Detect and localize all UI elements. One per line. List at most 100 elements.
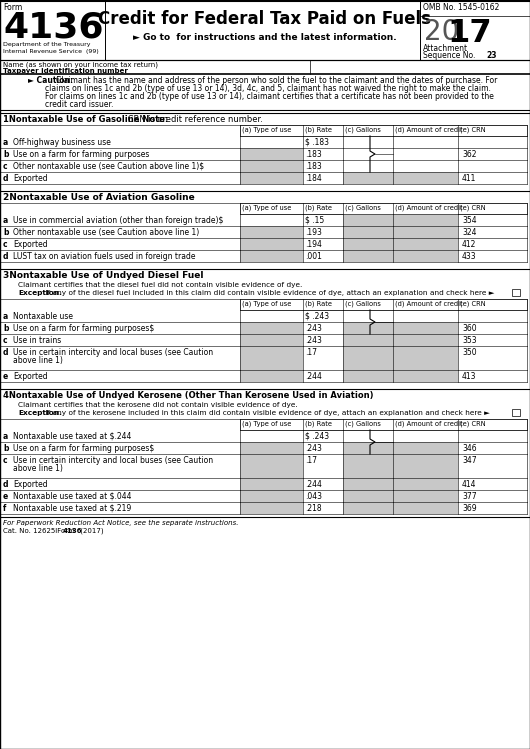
Text: Use in certain intercity and local buses (see Caution: Use in certain intercity and local buses… [13, 348, 213, 357]
Bar [343, 502, 393, 514]
Text: 433: 433 [462, 252, 476, 261]
Bar [343, 214, 393, 226]
Text: 23: 23 [486, 51, 497, 60]
Text: 411: 411 [462, 174, 476, 183]
Text: 413: 413 [462, 372, 476, 381]
Text: Exported: Exported [13, 174, 48, 183]
Bar [393, 502, 458, 514]
Text: .043: .043 [305, 492, 322, 501]
Text: above line 1): above line 1) [13, 464, 63, 473]
Text: Exception.: Exception. [18, 410, 62, 416]
Text: $ .15: $ .15 [305, 216, 324, 225]
Text: Exported: Exported [13, 480, 48, 489]
Text: 362: 362 [462, 150, 476, 159]
Text: d: d [3, 348, 8, 357]
Text: c: c [3, 456, 7, 465]
Text: (d) Amount of credit: (d) Amount of credit [395, 300, 463, 307]
Bar [393, 226, 458, 238]
Bar [343, 226, 393, 238]
Bar [393, 442, 458, 454]
Text: If any of the kerosene included in this claim did contain visible evidence of dy: If any of the kerosene included in this … [43, 410, 490, 416]
Bar [240, 160, 303, 172]
Text: e: e [3, 372, 8, 381]
Bar [240, 203, 527, 214]
Text: (c) Gallons: (c) Gallons [345, 127, 381, 133]
Bar [393, 478, 458, 490]
Text: .244: .244 [305, 372, 322, 381]
Text: 4136: 4136 [63, 528, 83, 534]
Text: .243: .243 [305, 444, 322, 453]
Text: Exception.: Exception. [18, 290, 62, 296]
Bar [343, 454, 393, 478]
Text: Use on a farm for farming purposes: Use on a farm for farming purposes [13, 150, 149, 159]
Text: .194: .194 [305, 240, 322, 249]
Text: Nontaxable use taxed at $.244: Nontaxable use taxed at $.244 [13, 432, 131, 441]
Text: Exported: Exported [13, 240, 48, 249]
Text: 350: 350 [462, 348, 476, 357]
Bar [240, 490, 303, 502]
Text: .244: .244 [305, 480, 322, 489]
Bar [393, 238, 458, 250]
Bar [343, 346, 393, 370]
Text: 353: 353 [462, 336, 476, 345]
Text: d: d [3, 252, 8, 261]
Bar [343, 490, 393, 502]
Text: Other nontaxable use (see Caution above line 1): Other nontaxable use (see Caution above … [13, 228, 199, 237]
Text: Internal Revenue Service  (99): Internal Revenue Service (99) [3, 49, 99, 54]
Text: ► Go to  for instructions and the latest information.: ► Go to for instructions and the latest … [133, 33, 397, 42]
Bar [343, 250, 393, 262]
Text: credit card issuer.: credit card issuer. [45, 100, 113, 109]
Text: .183: .183 [305, 162, 322, 171]
Bar [343, 334, 393, 346]
Bar [240, 502, 303, 514]
Text: (e) CRN: (e) CRN [460, 300, 485, 307]
Text: CRN is credit reference number.: CRN is credit reference number. [125, 115, 263, 124]
Bar [240, 322, 303, 334]
Text: .17: .17 [305, 456, 317, 465]
Text: LUST tax on aviation fuels used in foreign trade: LUST tax on aviation fuels used in forei… [13, 252, 196, 261]
Text: (a) Type of use: (a) Type of use [242, 420, 292, 427]
Text: Claimant certifies that the kerosene did not contain visible evidence of dye.: Claimant certifies that the kerosene did… [18, 402, 298, 408]
Bar [393, 250, 458, 262]
Text: a: a [3, 138, 8, 147]
Text: .243: .243 [305, 324, 322, 333]
Text: .193: .193 [305, 228, 322, 237]
Text: d: d [3, 480, 8, 489]
Bar [240, 172, 303, 184]
Text: claims on lines 1c and 2b (type of use 13 or 14), 3d, 4c, and 5, claimant has no: claims on lines 1c and 2b (type of use 1… [45, 84, 491, 93]
Text: (b) Rate: (b) Rate [305, 204, 332, 211]
Text: (c) Gallons: (c) Gallons [345, 204, 381, 211]
Text: c: c [3, 162, 7, 171]
Text: 360: 360 [462, 324, 476, 333]
Bar [393, 370, 458, 382]
Bar [240, 226, 303, 238]
Bar [343, 370, 393, 382]
Text: Claimant has the name and address of the person who sold the fuel to the claiman: Claimant has the name and address of the… [56, 76, 497, 85]
Text: Use in certain intercity and local buses (see Caution: Use in certain intercity and local buses… [13, 456, 213, 465]
Text: e: e [3, 492, 8, 501]
Text: 2Nontaxable Use of Aviation Gasoline: 2Nontaxable Use of Aviation Gasoline [3, 193, 195, 202]
Text: 347: 347 [462, 456, 476, 465]
Bar [240, 442, 303, 454]
Text: Name (as shown on your income tax return): Name (as shown on your income tax return… [3, 62, 158, 68]
Text: (c) Gallons: (c) Gallons [345, 420, 381, 427]
Text: a: a [3, 312, 8, 321]
Text: .184: .184 [305, 174, 322, 183]
Text: f: f [3, 504, 6, 513]
Bar [240, 370, 303, 382]
Bar [393, 346, 458, 370]
Text: Nontaxable use taxed at $.044: Nontaxable use taxed at $.044 [13, 492, 131, 501]
Text: d: d [3, 174, 8, 183]
Bar [240, 478, 303, 490]
Text: 17: 17 [447, 18, 492, 49]
Bar [240, 334, 303, 346]
Bar [343, 478, 393, 490]
Text: (a) Type of use: (a) Type of use [242, 300, 292, 307]
Text: 414: 414 [462, 480, 476, 489]
Text: 4136: 4136 [3, 11, 103, 45]
Text: .001: .001 [305, 252, 322, 261]
Text: c: c [3, 336, 7, 345]
Bar [393, 454, 458, 478]
Text: (2017): (2017) [78, 528, 104, 535]
Text: (d) Amount of credit: (d) Amount of credit [395, 127, 463, 133]
